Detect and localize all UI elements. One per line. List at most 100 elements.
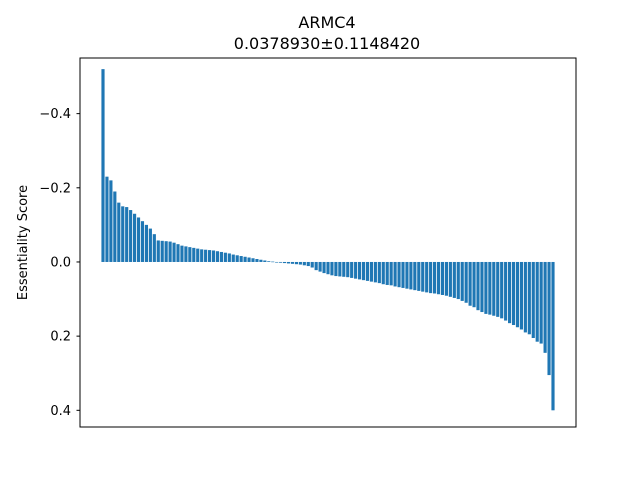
- bar: [105, 176, 109, 262]
- bar: [168, 241, 172, 262]
- bar: [243, 256, 247, 262]
- bar: [358, 261, 362, 280]
- bar: [496, 261, 500, 317]
- bar: [417, 261, 421, 291]
- bar: [539, 261, 543, 344]
- bar: [211, 250, 216, 262]
- bar: [409, 261, 413, 290]
- bar: [440, 261, 445, 295]
- bar: [433, 261, 437, 294]
- bar: [468, 261, 472, 306]
- bar: [121, 206, 125, 262]
- bar: [346, 261, 350, 278]
- bar: [172, 242, 176, 262]
- bar: [523, 261, 527, 333]
- bar: [310, 261, 314, 268]
- bar: [101, 69, 105, 262]
- bar: [140, 221, 145, 262]
- bar: [279, 261, 283, 263]
- bar: [393, 261, 397, 287]
- y-tick-label: −0.2: [39, 181, 71, 196]
- bar: [200, 249, 204, 262]
- bar: [511, 261, 516, 326]
- bar: [271, 261, 275, 263]
- bar: [361, 261, 366, 281]
- bar: [551, 261, 555, 411]
- bar: [247, 257, 251, 262]
- bar: [275, 261, 279, 263]
- bar: [472, 261, 476, 308]
- bar: [125, 207, 129, 262]
- bar: [314, 261, 318, 271]
- bar: [286, 261, 291, 264]
- plot-frame: [79, 57, 577, 428]
- bar: [531, 261, 535, 338]
- bar: [547, 261, 551, 376]
- bar: [176, 244, 180, 262]
- bar: [330, 261, 334, 276]
- bar: [152, 234, 156, 262]
- bar: [385, 261, 389, 285]
- bar: [334, 261, 338, 277]
- y-tick-label: −0.4: [39, 107, 71, 122]
- bars-group: [101, 69, 555, 411]
- bar: [188, 247, 192, 262]
- bar: [144, 224, 148, 262]
- bar: [306, 261, 310, 267]
- bar: [373, 261, 377, 283]
- bar: [444, 261, 448, 296]
- bar: [251, 258, 255, 262]
- bar: [318, 261, 322, 272]
- bar: [504, 261, 508, 321]
- bar: [421, 261, 425, 292]
- bar: [322, 261, 326, 274]
- bar: [369, 261, 373, 282]
- bar: [160, 240, 164, 262]
- chart-subtitle: 0.0378930±0.1148420: [234, 34, 420, 53]
- bar: [255, 259, 259, 262]
- bar: [133, 213, 137, 262]
- bar: [338, 261, 342, 277]
- bar: [405, 261, 409, 289]
- bar: [377, 261, 381, 284]
- bar: [113, 191, 117, 262]
- y-axis: −0.4 −0.2 0.0 0.2 0.4: [39, 107, 80, 419]
- bar: [204, 249, 208, 262]
- bar: [148, 228, 152, 262]
- bar: [354, 261, 358, 279]
- bar: [543, 261, 547, 353]
- bar: [464, 261, 468, 303]
- y-tick-label: 0.4: [50, 404, 71, 419]
- bar: [180, 245, 184, 262]
- bar: [294, 261, 298, 265]
- bar: [397, 261, 401, 288]
- bar: [219, 251, 223, 262]
- bar: [192, 247, 196, 262]
- bar: [267, 261, 271, 262]
- bar: [117, 202, 121, 262]
- chart-title: ARMC4: [298, 13, 355, 32]
- bar: [196, 248, 200, 262]
- bar: [164, 241, 168, 262]
- bar: [500, 261, 504, 319]
- bar: [452, 261, 456, 298]
- bar: [515, 261, 520, 328]
- bar: [223, 252, 227, 262]
- bar: [508, 261, 512, 324]
- bar: [109, 180, 113, 262]
- bar: [129, 210, 133, 262]
- bar: [350, 261, 354, 278]
- bar: [156, 240, 160, 262]
- bar: [136, 217, 141, 262]
- bar: [519, 261, 523, 330]
- bar: [460, 261, 464, 301]
- bar: [401, 261, 405, 288]
- bar: [235, 255, 239, 262]
- bar: [227, 253, 231, 262]
- bar: [342, 261, 346, 277]
- bar: [302, 261, 306, 266]
- bar: [429, 261, 433, 294]
- y-axis-label: Essentiality Score: [16, 185, 31, 300]
- bar: [488, 261, 492, 315]
